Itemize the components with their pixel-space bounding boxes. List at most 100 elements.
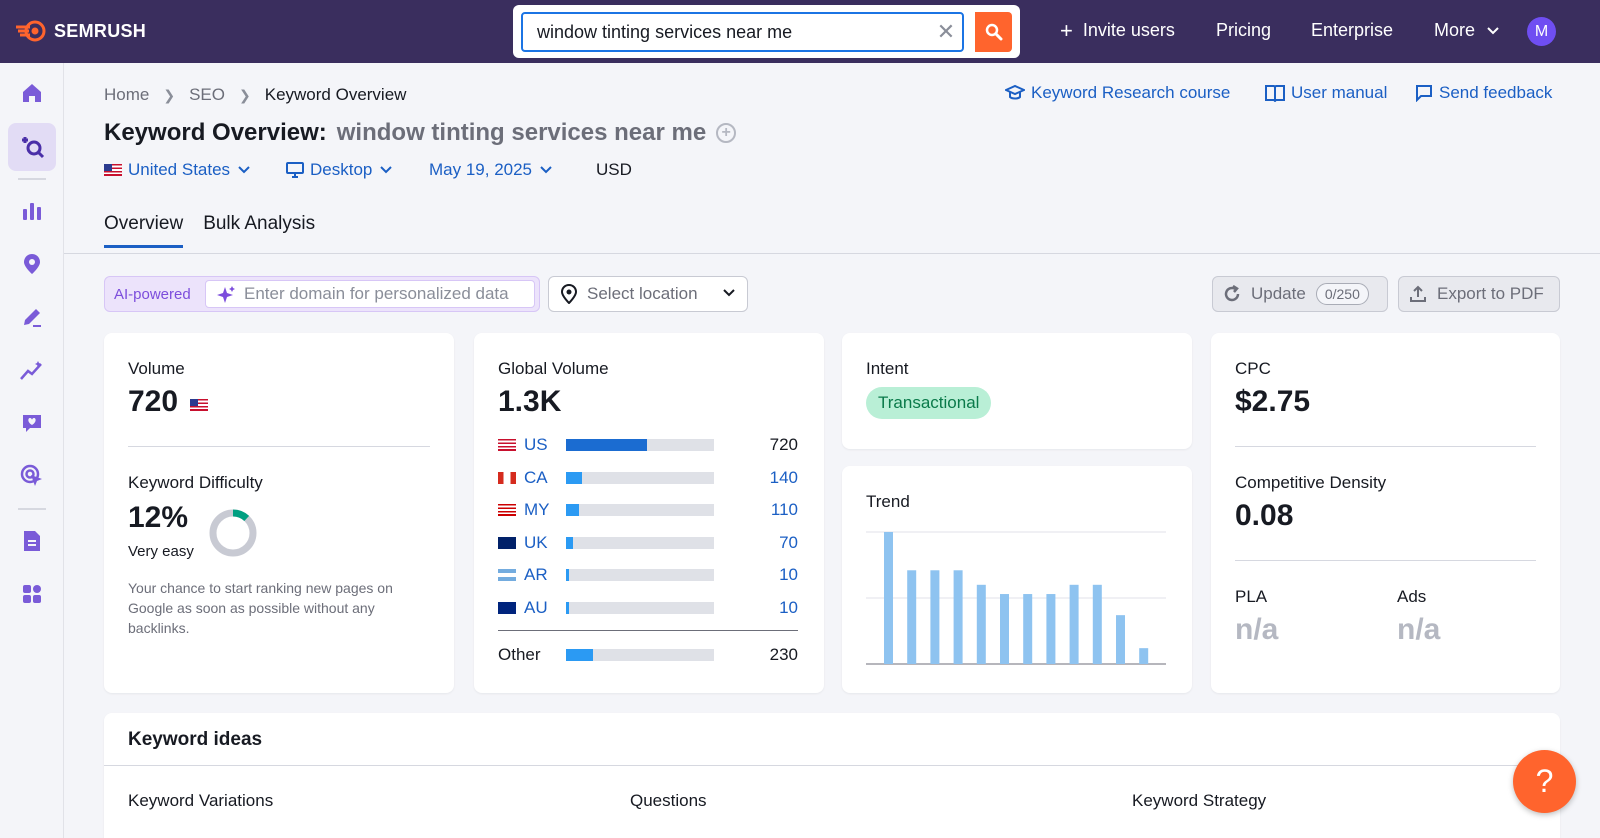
semrush-logo[interactable]: SEMRUSH	[16, 20, 146, 42]
global-volume-card: Global Volume 1.3K US 720 CA 140 MY 110 UK 70 AR…	[474, 333, 824, 693]
sidebar-ads[interactable]	[8, 452, 56, 500]
pla-label: PLA	[1235, 587, 1268, 606]
tab-bulk-analysis[interactable]: Bulk Analysis	[203, 213, 316, 234]
trend-bar[interactable]	[1023, 594, 1033, 664]
export-pdf-button[interactable]: Export to PDF	[1398, 276, 1560, 312]
country-volume-bar-fill	[566, 471, 583, 484]
chevron-right-icon: ❯	[163, 86, 176, 103]
global-volume-value: 1.3K	[498, 385, 562, 418]
global-volume-row-ca[interactable]: CA 140	[498, 468, 798, 488]
page-title-keyword: window tinting services near me	[336, 119, 707, 146]
location-pin-icon	[24, 254, 40, 274]
export-label: Export to PDF	[1437, 284, 1544, 303]
more-menu[interactable]: More	[1434, 20, 1499, 41]
avatar[interactable]: M	[1527, 17, 1556, 46]
feedback-icon	[1416, 85, 1432, 102]
enterprise-link[interactable]: Enterprise	[1311, 20, 1394, 40]
sidebar-social[interactable]	[8, 399, 56, 447]
global-volume-row-ar[interactable]: AR 10	[498, 565, 798, 585]
pricing-link[interactable]: Pricing	[1216, 20, 1272, 40]
target-cursor-icon	[20, 464, 42, 486]
help-button[interactable]: ?	[1513, 750, 1576, 813]
domain-input[interactable]: Enter domain for personalized data	[205, 280, 535, 308]
sidebar-seo[interactable]	[8, 123, 56, 171]
global-volume-row-uk[interactable]: UK 70	[498, 533, 798, 553]
sidebar-content[interactable]	[8, 293, 56, 341]
keyword-difficulty-label: Keyword Difficulty	[128, 473, 263, 492]
sidebar-apps[interactable]	[8, 570, 56, 618]
send-feedback-link[interactable]: Send feedback	[1415, 83, 1552, 103]
trend-bar[interactable]	[953, 570, 963, 664]
country-code: AR	[524, 565, 548, 584]
plus-icon: +	[1060, 17, 1073, 43]
trend-label: Trend	[866, 492, 910, 511]
sidebar-local[interactable]	[8, 240, 56, 288]
keyword-difficulty-text-3: backlinks.	[128, 620, 190, 636]
date-label: May 19, 2025	[429, 160, 533, 179]
search-button[interactable]	[975, 12, 1012, 52]
tab-overview[interactable]: Overview	[104, 213, 184, 248]
breadcrumb-home[interactable]: Home	[104, 85, 150, 104]
graduation-cap-icon	[1005, 84, 1025, 100]
global-volume-row-us[interactable]: US 720	[498, 435, 798, 455]
ai-domain-box: AI-powered Enter domain for personalized…	[104, 276, 540, 312]
sidebar-traffic[interactable]	[8, 187, 56, 235]
trend-bar[interactable]	[1092, 584, 1102, 664]
keyword-difficulty-text-2: Google as soon as possible without any	[128, 600, 375, 616]
date-select[interactable]: May 19, 2025	[429, 160, 552, 180]
country-code: US	[524, 435, 548, 454]
global-volume-row-au[interactable]: AU 10	[498, 598, 798, 618]
chevron-right-icon: ❯	[239, 86, 251, 103]
device-select[interactable]: Desktop	[286, 160, 393, 180]
add-to-list-icon[interactable]: +	[716, 123, 737, 143]
sidebar-ai[interactable]	[8, 346, 56, 394]
trend-bar[interactable]	[1046, 594, 1056, 664]
bar-chart-icon	[23, 203, 41, 220]
country-volume-value: 140	[769, 467, 798, 487]
trend-bar[interactable]	[1139, 648, 1149, 664]
global-volume-row-my[interactable]: MY 110	[498, 500, 798, 520]
keyword-difficulty-text-1: Your chance to start ranking new pages o…	[128, 580, 393, 596]
desktop-icon	[286, 162, 304, 178]
volume-value: 720	[128, 385, 179, 418]
trend-bar[interactable]	[907, 570, 917, 664]
keyword-difficulty-desc: Very easy	[128, 543, 194, 560]
home-icon	[23, 84, 41, 102]
keyword-strategy-label[interactable]: Keyword Strategy	[1132, 791, 1267, 810]
country-code: AU	[524, 597, 548, 617]
user-manual-link[interactable]: User manual	[1265, 83, 1387, 103]
questions-label[interactable]: Questions	[630, 791, 707, 810]
clear-search-icon[interactable]: ✕	[936, 19, 956, 44]
sidebar-divider	[18, 178, 46, 180]
country-volume-bar-fill	[566, 439, 648, 451]
update-button[interactable]: Update 0/250	[1212, 276, 1388, 312]
keyword-variations-label[interactable]: Keyword Variations	[128, 791, 274, 810]
sidebar-reports[interactable]	[8, 517, 56, 565]
semrush-flame-icon	[16, 20, 46, 42]
location-select[interactable]: Select location	[548, 276, 748, 312]
more-label: More	[1434, 20, 1476, 40]
search-container: ✕	[513, 5, 1020, 58]
trend-bar[interactable]	[1000, 594, 1009, 664]
trend-bar[interactable]	[976, 584, 986, 664]
keyword-course-link[interactable]: Keyword Research course	[1005, 83, 1230, 103]
breadcrumb-seo[interactable]: SEO	[189, 85, 225, 104]
ai-powered-label: AI-powered	[114, 286, 191, 303]
trend-bar[interactable]	[1069, 584, 1079, 664]
competitive-density-label: Competitive Density	[1235, 473, 1387, 492]
cpc-value: $2.75	[1235, 385, 1311, 418]
country-volume-value: 70	[779, 532, 798, 552]
sidebar-home[interactable]	[8, 69, 56, 117]
country-volume-bar-fill	[566, 504, 580, 516]
heart-chat-icon	[23, 415, 41, 432]
trend-bar[interactable]	[884, 532, 893, 664]
global-volume-divider	[498, 630, 798, 631]
country-volume-bar	[566, 536, 714, 549]
chevron-down-icon	[238, 166, 250, 174]
trend-bar[interactable]	[930, 570, 940, 664]
invite-users-button[interactable]: + Invite users	[1060, 17, 1175, 43]
keyword-search-input[interactable]	[521, 12, 964, 52]
us-flag-icon	[104, 164, 122, 176]
trend-bar[interactable]	[1116, 615, 1125, 664]
country-select[interactable]: United States	[104, 160, 250, 180]
